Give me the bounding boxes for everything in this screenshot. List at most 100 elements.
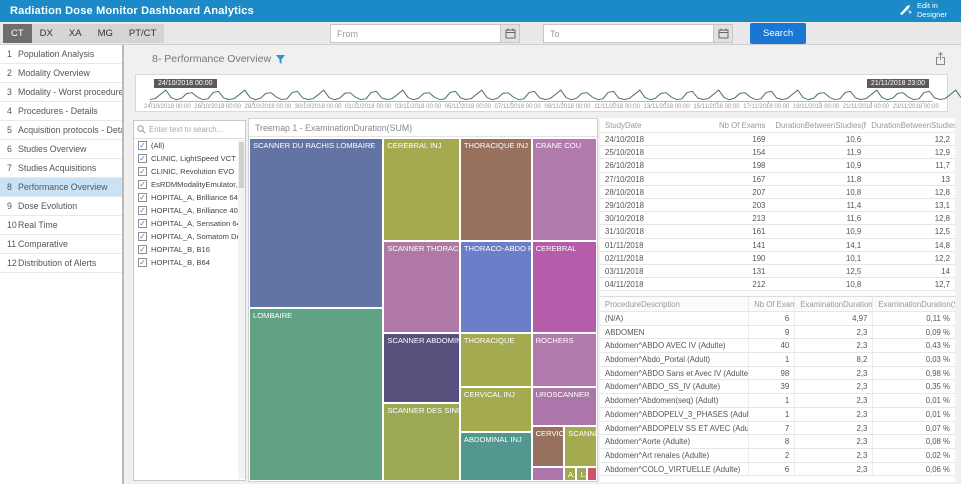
table-row[interactable]: Abdomen^ABDOPELV SS ET AVEC (Adulte) 7 2,3… [600,421,955,436]
table-row[interactable]: 04/11/2018 212 10,8 12,7 [600,278,955,292]
range-start-handle[interactable]: 24/10/2018 00:00 [154,79,217,88]
column-header[interactable]: ExaminationDuration(S... [878,300,955,309]
to-date-input[interactable] [543,24,713,43]
filter-item-5[interactable]: ✓ HOPITAL_A, Brilliance 40 [134,204,245,217]
filter-item-6[interactable]: ✓ HOPITAL_A, Sensation 64 [134,217,245,230]
table-row[interactable]: 02/11/2018 190 10,1 12,2 [600,252,955,265]
treemap-block[interactable]: L... [576,466,587,481]
treemap-block[interactable]: ABDOMINAL INJ [459,432,532,481]
checkbox-checked-icon[interactable]: ✓ [138,154,147,163]
column-header[interactable]: Nb Of Exams [749,297,796,311]
table-row[interactable]: 26/10/2018 198 10,9 11,7 [600,159,955,173]
checkbox-checked-icon[interactable]: ✓ [138,193,147,202]
tab-ct[interactable]: CT [3,24,32,43]
timeline-range-selector[interactable]: 24/10/2018 00:00 21/11/2018 23:00 24/10/… [135,74,961,112]
treemap-block[interactable]: CERVICAL [531,426,565,467]
sidebar-item-2[interactable]: 2 Modality Overview [0,64,122,83]
treemap-block[interactable]: ROCHERS [531,332,597,387]
sidebar-item-4[interactable]: 4 Procedures - Details [0,102,122,121]
to-calendar-icon[interactable] [713,24,733,43]
sidebar-item-5[interactable]: 5 Acquisition protocols - Details [0,121,122,140]
treemap-block[interactable]: CEREBRAL [531,241,597,333]
sidebar-item-3[interactable]: 3 Modality - Worst procedures [0,83,122,102]
checkbox-checked-icon[interactable]: ✓ [138,141,147,150]
treemap-block[interactable] [586,466,597,481]
filter-search-input[interactable] [149,125,235,134]
sidebar-item-8[interactable]: 8 Performance Overview [0,178,122,197]
treemap-block[interactable]: LOMBAIRE [249,308,384,481]
treemap-block[interactable]: THORACIQUE [459,332,532,387]
filter-item-9[interactable]: ✓ HOPITAL_B, B64 [134,256,245,269]
filter-item-2[interactable]: ✓ CLINIC, Revolution EVO [134,165,245,178]
sidebar-item-9[interactable]: 9 Dose Evolution [0,197,122,216]
tab-dx[interactable]: DX [39,28,53,39]
tab-mg[interactable]: MG [97,28,113,39]
table-row[interactable]: 03/11/2018 131 12,5 14 [600,265,955,279]
sidebar-item-6[interactable]: 6 Studies Overview [0,140,122,159]
table-row[interactable]: Abdomen^ABDO Sans et Avec IV (Adulte) 98 2… [600,366,955,381]
sidebar-item-12[interactable]: 12Distribution of Alerts [0,254,122,273]
filter-item-8[interactable]: ✓ HOPITAL_B, B16 [134,243,245,256]
tab-xa[interactable]: XA [68,28,82,39]
sidebar-item-10[interactable]: 10Real Time [0,216,122,235]
treemap-block[interactable]: SCANNER THORACIQUE [383,241,460,333]
column-header[interactable]: Nb Of Exams [719,121,766,130]
table-row[interactable]: 01/11/2018 141 14,1 14,8 [600,239,955,252]
search-button[interactable]: Search [750,23,807,44]
filter-scrollbar-thumb[interactable] [239,142,244,188]
table-row[interactable]: (N/A) 6 4,97 0,11 % [600,312,955,326]
treemap-block[interactable]: CRANE COU [531,138,597,242]
treemap-block[interactable]: THORACIQUE INJ [459,138,532,242]
checkbox-checked-icon[interactable]: ✓ [138,167,147,176]
range-end-handle[interactable]: 21/11/2018 23:00 [867,79,929,88]
column-header[interactable]: ExaminationDuration(Aver... [795,297,874,311]
treemap-block[interactable]: SCANNER DU RACHIS LOMBAIRE [249,138,384,309]
from-date-input[interactable] [330,24,500,43]
table-row[interactable]: 29/10/2018 203 11,4 13,1 [600,199,955,213]
table-row[interactable]: Abdomen^ABDO_SS_IV (Adulte) 39 2,3 0,35 % [600,380,955,395]
table-row[interactable]: 25/10/2018 154 11,9 12,9 [600,146,955,160]
checkbox-checked-icon[interactable]: ✓ [138,219,147,228]
table-row[interactable]: 28/10/2018 207 10,8 12,8 [600,186,955,199]
treemap-block[interactable]: SCANNER ABDOMINO-PELVI... [383,332,460,404]
treemap-block[interactable] [531,466,564,481]
table-row[interactable]: Abdomen^Aorte (Adulte) 8 2,3 0,08 % [600,435,955,449]
checkbox-checked-icon[interactable]: ✓ [138,258,147,267]
filter-item-0[interactable]: ✓ (All) [134,139,245,152]
checkbox-checked-icon[interactable]: ✓ [138,180,147,189]
treemap-block[interactable]: SCANNER DES SINUS [383,403,460,481]
checkbox-checked-icon[interactable]: ✓ [138,206,147,215]
table-row[interactable]: ABDOMEN 9 2,3 0,09 % [600,325,955,340]
treemap-block[interactable]: THORACO-ABDO PEL INJ [459,241,532,333]
filter-item-7[interactable]: ✓ HOPITAL_A, Somatom Definition... [134,230,245,243]
edit-in-designer-button[interactable]: Edit in Designer [899,1,955,19]
checkbox-checked-icon[interactable]: ✓ [138,232,147,241]
table-row[interactable]: 27/10/2018 167 11,8 13 [600,173,955,186]
table-row[interactable]: Abdomen^Abdomen(seq) (Adult) 1 2,3 0,01 % [600,394,955,408]
sidebar-item-11[interactable]: 11 Comparative [0,235,122,254]
checkbox-checked-icon[interactable]: ✓ [138,245,147,254]
table-row[interactable]: 31/10/2018 161 10,9 12,5 [600,225,955,239]
filter-item-3[interactable]: ✓ EsRDMModalityEmulator, SOMA... [134,178,245,191]
column-header[interactable]: ProcedureDescription [600,297,750,311]
treemap-block[interactable]: UROSCANNER [531,386,597,427]
treemap-block[interactable]: SCANNE... [564,426,597,467]
sidebar-item-1[interactable]: 1 Population Analysis [0,45,122,64]
table-row[interactable]: 24/10/2018 169 10,6 12,2 [600,133,955,147]
table-row[interactable]: Abdomen^COLO_VIRTUELLE (Adulte) 6 2,3 0,06 … [600,462,955,477]
treemap-block[interactable]: CERVICAL INJ [459,386,532,433]
treemap-block[interactable]: CEREBRAL INJ [383,138,460,242]
treemap-block[interactable]: A... [563,466,577,481]
table-row[interactable]: Abdomen^ABDO AVEC IV (Adulte) 40 2,3 0,43 % [600,339,955,354]
column-header[interactable]: StudyDate [605,121,642,130]
table-row[interactable]: Abdomen^Abdo_Portal (Adult) 1 8,2 0,03 % [600,353,955,367]
filter-scrollbar[interactable] [238,140,245,479]
column-header[interactable]: DurationBetweenStudies(Median) [775,121,866,130]
table-row[interactable]: 30/10/2018 213 11,6 12,8 [600,212,955,226]
filter-item-4[interactable]: ✓ HOPITAL_A, Brilliance 64 [134,191,245,204]
from-calendar-icon[interactable] [500,24,520,43]
table-row[interactable]: Abdomen^Art renales (Adulte) 2 2,3 0,02 % [600,448,955,463]
filter-funnel-icon[interactable] [276,54,286,64]
column-header[interactable]: DurationBetweenStudies(Average) [871,121,955,130]
tab-ptct[interactable]: PT/CT [128,28,157,39]
